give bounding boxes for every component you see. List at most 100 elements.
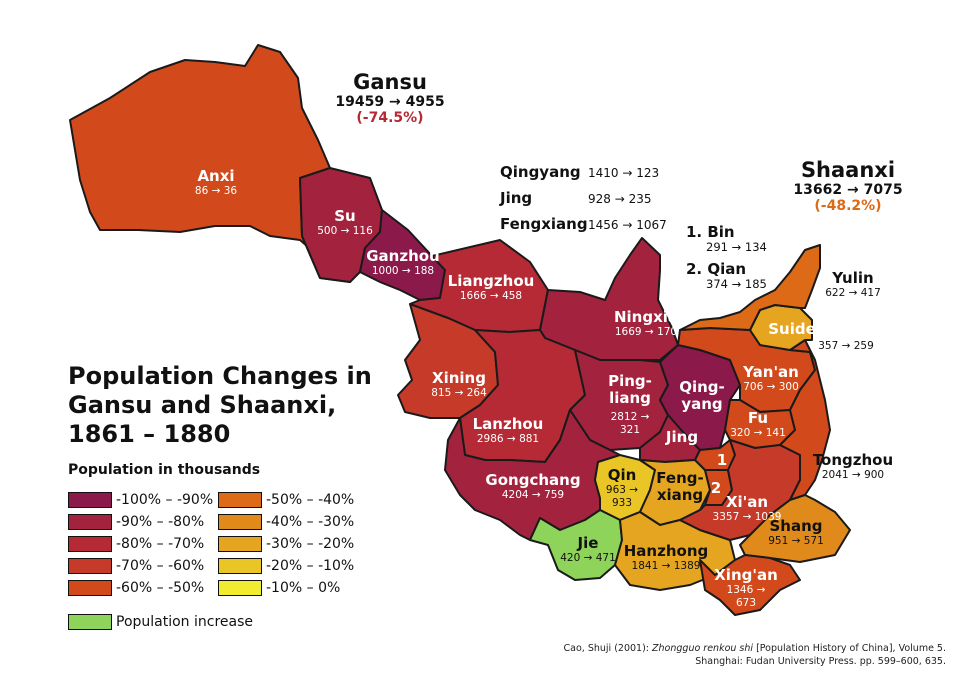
label-fu: Fu 320 → 141: [728, 410, 788, 440]
label-qin: Qin 963 → 933: [598, 467, 646, 510]
source-title: Zhongguo renkou shi: [652, 643, 754, 654]
label-ganzhou-name: Ganzhou: [366, 247, 440, 265]
label-jing: Jing: [660, 429, 704, 446]
legend-label: -80% – -70%: [116, 536, 205, 552]
label-liangzhou-values: 1666 → 458: [459, 290, 523, 302]
legend-swatch: [218, 514, 262, 530]
legend-swatch: [68, 514, 112, 530]
label-xining-name: Xining: [432, 369, 486, 387]
label-jie-values: 420 → 471: [560, 552, 616, 564]
numbered-bin: 1. Bin 291 → 134: [686, 224, 767, 254]
source-publisher: Shanghai: Fudan University Press. pp. 59…: [695, 656, 946, 667]
label-yanan: Yan'an 706 → 300: [738, 364, 804, 394]
legend-label: -90% – -80%: [116, 514, 205, 530]
label-bin: 1: [712, 452, 732, 469]
side-list-qingyang: Qingyang 1410 → 123: [500, 163, 659, 181]
numbered-qian-name: 2. Qian: [686, 260, 747, 278]
label-xining: Xining 815 → 264: [428, 370, 490, 400]
legend-item-increase: Population increase: [68, 614, 253, 630]
legend-label: -70% – -60%: [116, 558, 205, 574]
side-list-jing: Jing 928 → 235: [500, 189, 652, 207]
label-lanzhou: Lanzhou 2986 → 881: [470, 416, 546, 446]
label-pingliang-name-1: Ping-: [608, 372, 652, 390]
label-tongzhou: Tongzhou 2041 → 900: [810, 452, 896, 482]
label-qian-number: 2: [710, 479, 722, 497]
legend-item: -10% – 0%: [218, 580, 340, 596]
legend-item: -100% – -90%: [68, 492, 213, 508]
source-author: Cao, Shuji (2001):: [563, 643, 653, 654]
label-xian: Xi'an 3357 → 1039: [702, 494, 792, 524]
label-qingyang: Qing- yang: [674, 379, 730, 413]
label-gongchang: Gongchang 4204 → 759: [484, 472, 582, 502]
label-hanzhong-name: Hanzhong: [623, 542, 709, 560]
label-bin-number: 1: [716, 451, 728, 469]
legend-label: -50% – -40%: [266, 492, 355, 508]
label-xingan-values: 1346 →: [726, 584, 766, 596]
label-suide-values: 357 → 259: [818, 340, 874, 352]
legend-label: -30% – -20%: [266, 536, 355, 552]
legend-swatch: [218, 558, 262, 574]
label-su-values: 500 → 116: [317, 225, 373, 237]
label-fengxiang: Feng- xiang: [652, 470, 708, 504]
region-xingan: [699, 554, 801, 616]
numbered-bin-values: 291 → 134: [706, 240, 767, 254]
label-qin-name: Qin: [607, 466, 637, 484]
title-line-3: 1861 – 1880: [68, 420, 231, 448]
map-title: Population Changes in Gansu and Shaanxi,…: [68, 362, 372, 449]
label-lanzhou-values: 2986 → 881: [476, 433, 540, 445]
side-list-name: Fengxiang: [500, 215, 588, 233]
label-qingyang-name-1: Qing-: [679, 378, 725, 396]
label-suide: Suide: [766, 321, 818, 338]
label-su: Su 500 → 116: [314, 208, 376, 238]
source-citation: Cao, Shuji (2001): Zhongguo renkou shi […: [564, 642, 946, 668]
label-xingan: Xing'an 1346 → 673: [714, 567, 778, 610]
label-xining-values: 815 → 264: [431, 387, 487, 399]
numbered-qian: 2. Qian 374 → 185: [686, 261, 767, 291]
label-shang: Shang 951 → 571: [764, 518, 828, 548]
province-shaanxi: Shaanxi 13662 → 7075 (-48.2%): [785, 158, 911, 214]
legend-title: Population in thousands: [68, 462, 261, 478]
label-qin-values-2: 933: [611, 497, 633, 509]
legend-swatch: [218, 536, 262, 552]
legend-swatch: [68, 536, 112, 552]
region-tongzhou: [779, 339, 831, 501]
province-gansu-pct: (-74.5%): [356, 110, 424, 126]
side-list-values: 1456 → 1067: [588, 218, 667, 232]
side-list-values: 928 → 235: [588, 192, 652, 206]
side-list-fengxiang: Fengxiang 1456 → 1067: [500, 215, 667, 233]
label-qingyang-name-2: yang: [681, 395, 723, 413]
legend-label: -40% – -30%: [266, 514, 355, 530]
label-xingan-name: Xing'an: [714, 566, 778, 584]
label-gongchang-values: 4204 → 759: [501, 489, 565, 501]
legend-swatch: [218, 580, 262, 596]
label-shang-name: Shang: [769, 517, 823, 535]
legend-item: -30% – -20%: [218, 536, 354, 552]
label-anxi-name: Anxi: [197, 167, 235, 185]
legend-swatch: [68, 558, 112, 574]
label-shang-values: 951 → 571: [768, 535, 824, 547]
legend-item: -70% – -60%: [68, 558, 204, 574]
label-xingan-values-2: 673: [735, 597, 757, 609]
legend-swatch: [218, 492, 262, 508]
label-ganzhou-values: 1000 → 188: [371, 265, 435, 277]
label-yulin: Yulin 622 → 417: [822, 270, 884, 300]
province-shaanxi-pct: (-48.2%): [814, 198, 882, 214]
label-ganzhou: Ganzhou 1000 → 188: [366, 248, 440, 278]
label-yanan-values: 706 → 300: [743, 381, 799, 393]
numbered-bin-name: 1. Bin: [686, 223, 735, 241]
label-lanzhou-name: Lanzhou: [472, 415, 544, 433]
province-shaanxi-name: Shaanxi: [800, 158, 896, 182]
title-line-1: Population Changes in: [68, 362, 372, 390]
province-gansu-values: 19459 → 4955: [335, 94, 445, 110]
numbered-qian-values: 374 → 185: [706, 277, 767, 291]
side-list-name: Jing: [500, 189, 533, 207]
label-jing-name: Jing: [665, 428, 699, 446]
legend-item: -90% – -80%: [68, 514, 204, 530]
legend-label: -60% – -50%: [116, 580, 205, 596]
label-qin-values: 963 →: [605, 484, 639, 496]
region-ningxia: [539, 237, 679, 361]
label-jie: Jie 420 → 471: [555, 535, 621, 565]
legend-label: -10% – 0%: [266, 580, 341, 596]
legend-item: -20% – -10%: [218, 558, 354, 574]
